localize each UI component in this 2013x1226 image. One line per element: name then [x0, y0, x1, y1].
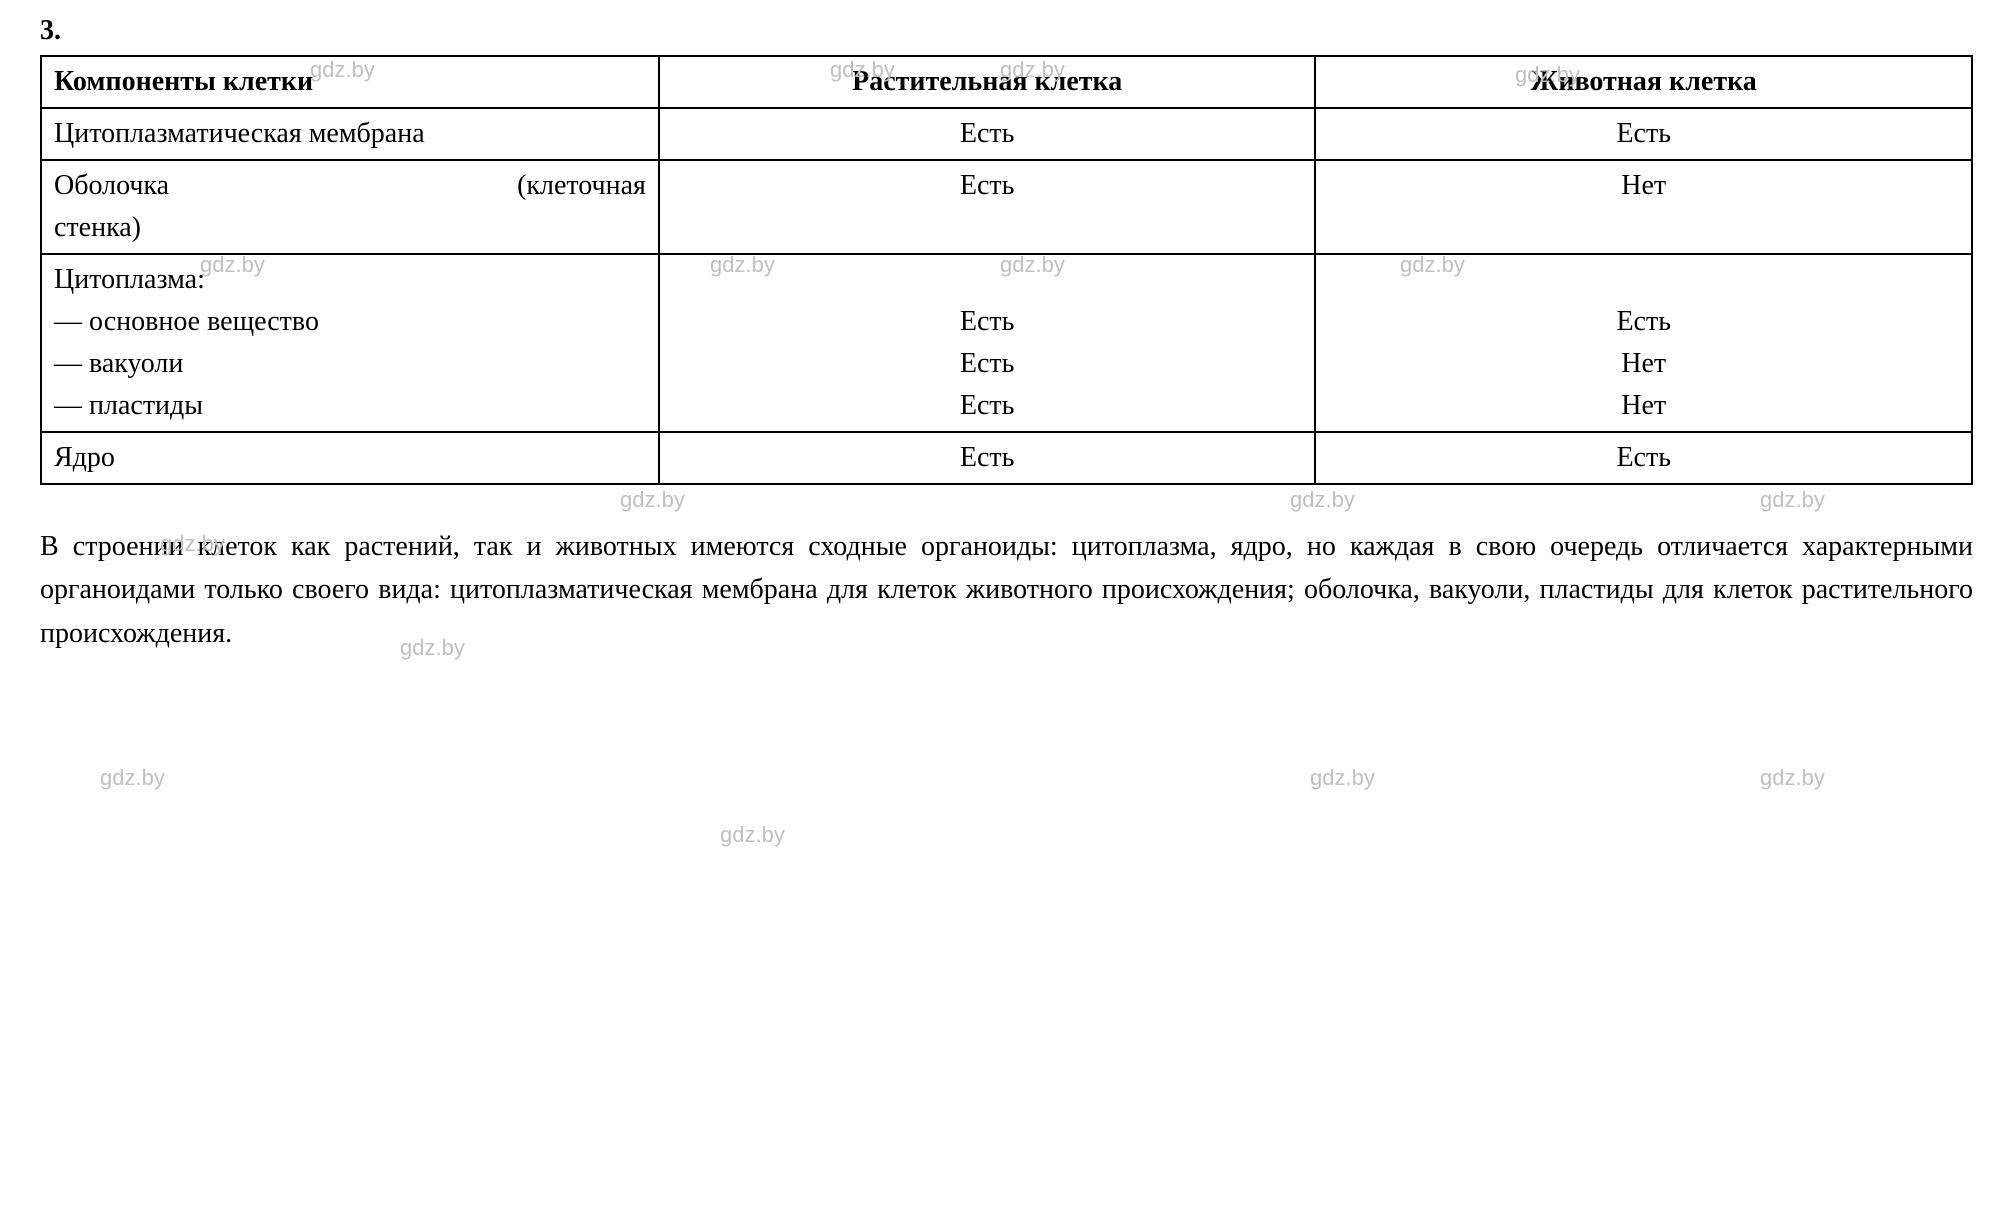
cell-text: Нет [1328, 385, 1959, 427]
cell-plant: Есть [659, 160, 1316, 254]
comparison-table: Компоненты клетки Растительная клетка Жи… [40, 55, 1973, 485]
table-row: Цитоплазма: — основное вещество — вакуол… [41, 254, 1972, 432]
watermark: gdz.by [1760, 487, 1825, 513]
question-number: 3. [40, 15, 1973, 47]
table-header-row: Компоненты клетки Растительная клетка Жи… [41, 56, 1972, 108]
header-plant-cell: Растительная клетка [659, 56, 1316, 108]
cell-component: Ядро [41, 432, 659, 484]
cell-text: (клеточная [517, 165, 646, 207]
conclusion-paragraph: В строении клеток как растений, так и жи… [40, 525, 1973, 655]
cell-component: Оболочка (клеточная стенка) [41, 160, 659, 254]
header-components: Компоненты клетки [41, 56, 659, 108]
cell-animal: Есть Нет Нет [1315, 254, 1972, 432]
watermark: gdz.by [100, 765, 165, 791]
cell-text: Есть [672, 301, 1303, 343]
cell-text: — основное вещество [54, 301, 646, 343]
header-animal-cell: Животная клетка [1315, 56, 1972, 108]
cell-text: Есть [1328, 301, 1959, 343]
cell-plant: Есть [659, 108, 1316, 160]
cell-text: Есть [672, 385, 1303, 427]
cell-plant: Есть Есть Есть [659, 254, 1316, 432]
cell-text: Цитоплазма: [54, 259, 646, 301]
cell-text [1328, 259, 1959, 301]
watermark: gdz.by [720, 822, 785, 848]
cell-component: Цитоплазматическая мембрана [41, 108, 659, 160]
cell-component: Цитоплазма: — основное вещество — вакуол… [41, 254, 659, 432]
cell-text: Оболочка [54, 165, 169, 207]
watermark: gdz.by [1310, 765, 1375, 791]
cell-text: — пластиды [54, 385, 646, 427]
watermark: gdz.by [620, 487, 685, 513]
cell-text: Есть [672, 343, 1303, 385]
cell-plant: Есть [659, 432, 1316, 484]
cell-animal: Есть [1315, 108, 1972, 160]
cell-text: — вакуоли [54, 343, 646, 385]
cell-animal: Есть [1315, 432, 1972, 484]
watermark: gdz.by [1290, 487, 1355, 513]
cell-text: стенка) [54, 207, 646, 249]
cell-animal: Нет [1315, 160, 1972, 254]
watermark: gdz.by [1760, 765, 1825, 791]
table-row: Оболочка (клеточная стенка) Есть Нет [41, 160, 1972, 254]
cell-text [672, 259, 1303, 301]
table-row: Ядро Есть Есть [41, 432, 1972, 484]
cell-text: Нет [1328, 343, 1959, 385]
table-row: Цитоплазматическая мембрана Есть Есть [41, 108, 1972, 160]
